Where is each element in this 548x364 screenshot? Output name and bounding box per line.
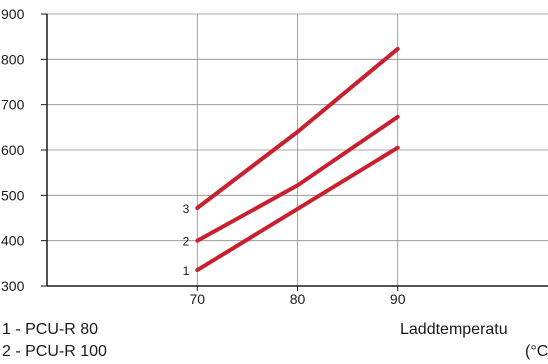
y-tick-label: 600 xyxy=(1,142,25,158)
series-line-3 xyxy=(195,46,400,210)
y-tick-label: 900 xyxy=(1,6,25,22)
chart-area: 300 400 500 600 700 800 900 70 80 90 1 2 3 xyxy=(1,6,548,307)
legend-item-1: 1 - PCU-R 80 xyxy=(2,321,99,338)
y-tick-label: 300 xyxy=(1,278,25,294)
y-tick-label: 800 xyxy=(1,51,25,67)
series-line-1 xyxy=(195,145,400,273)
x-tick-label: 80 xyxy=(290,291,306,307)
series-label-1: 1 xyxy=(183,264,190,278)
x-tick-label: 90 xyxy=(390,291,406,307)
series-lines xyxy=(195,46,400,273)
x-axis-unit: (°C xyxy=(525,343,548,360)
tick-labels: 300 400 500 600 700 800 900 70 80 90 1 2 3 xyxy=(1,6,406,307)
y-tick-label: 400 xyxy=(1,233,25,249)
x-tick-label: 70 xyxy=(190,291,206,307)
legend: 1 - PCU-R 80 2 - PCU-R 100 xyxy=(2,319,107,363)
series-label-3: 3 xyxy=(183,202,190,216)
y-tick-label: 500 xyxy=(1,187,25,203)
grid xyxy=(41,13,548,291)
series-line-2 xyxy=(195,114,400,243)
x-axis-label: Laddtemperatu xyxy=(400,321,508,338)
y-tick-label: 700 xyxy=(1,97,25,113)
axes xyxy=(46,14,548,287)
legend-item-2: 2 - PCU-R 100 xyxy=(2,343,107,360)
series-label-2: 2 xyxy=(183,235,190,249)
